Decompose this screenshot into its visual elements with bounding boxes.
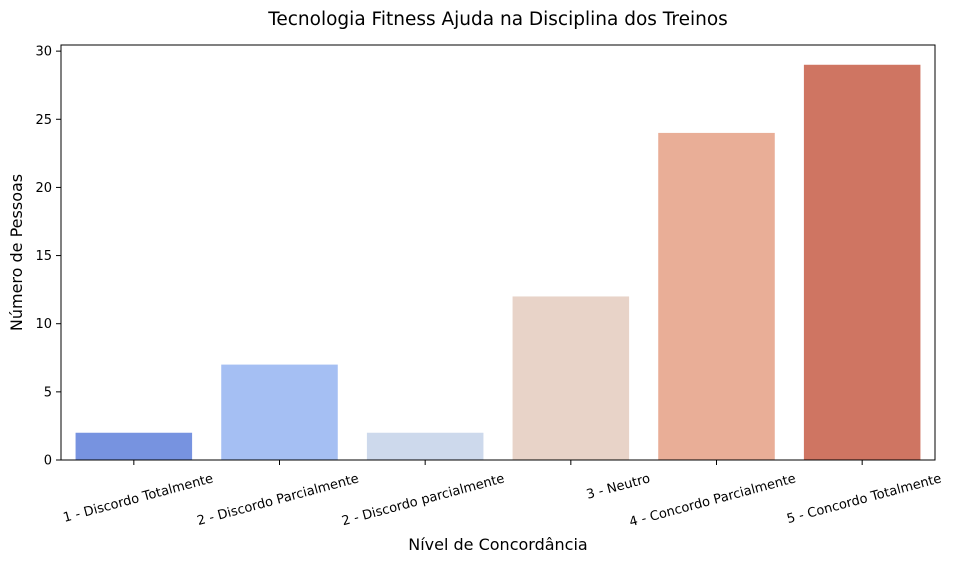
y-tick-label: 25 (35, 113, 52, 128)
x-tick-label: 1 - Discordo Totalmente (62, 471, 215, 525)
x-tick-label: 4 - Concordo Parcialmente (628, 471, 798, 530)
plot-frame (60, 44, 936, 461)
y-tick-label: 10 (35, 317, 52, 332)
x-tick-label: 5 - Concordo Totalmente (785, 471, 943, 527)
bar-5 (658, 132, 775, 460)
y-tick-label: 20 (35, 181, 52, 196)
x-tick-label: 2 - Discordo Parcialmente (196, 471, 361, 529)
bar-3 (366, 432, 484, 460)
y-tick-label: 15 (35, 249, 52, 264)
chart-title: Tecnologia Fitness Ajuda na Disciplina d… (267, 9, 728, 30)
bar-1 (75, 432, 193, 460)
bar-4 (512, 296, 630, 460)
bar-2 (221, 364, 338, 460)
y-axis-title: Número de Pessoas (7, 174, 26, 331)
x-tick-label: 3 - Neutro (585, 471, 652, 502)
y-axis: 0 5 10 15 20 25 30 (35, 45, 61, 469)
y-tick-label: 30 (35, 45, 52, 60)
bar-6 (803, 64, 921, 460)
x-tick-label: 2 - Discordo parcialmente (340, 471, 506, 529)
bars-layer (75, 64, 921, 460)
y-tick-label: 0 (44, 454, 52, 469)
y-tick-label: 5 (44, 385, 52, 400)
x-axis-title: Nível de Concordância (408, 535, 587, 554)
